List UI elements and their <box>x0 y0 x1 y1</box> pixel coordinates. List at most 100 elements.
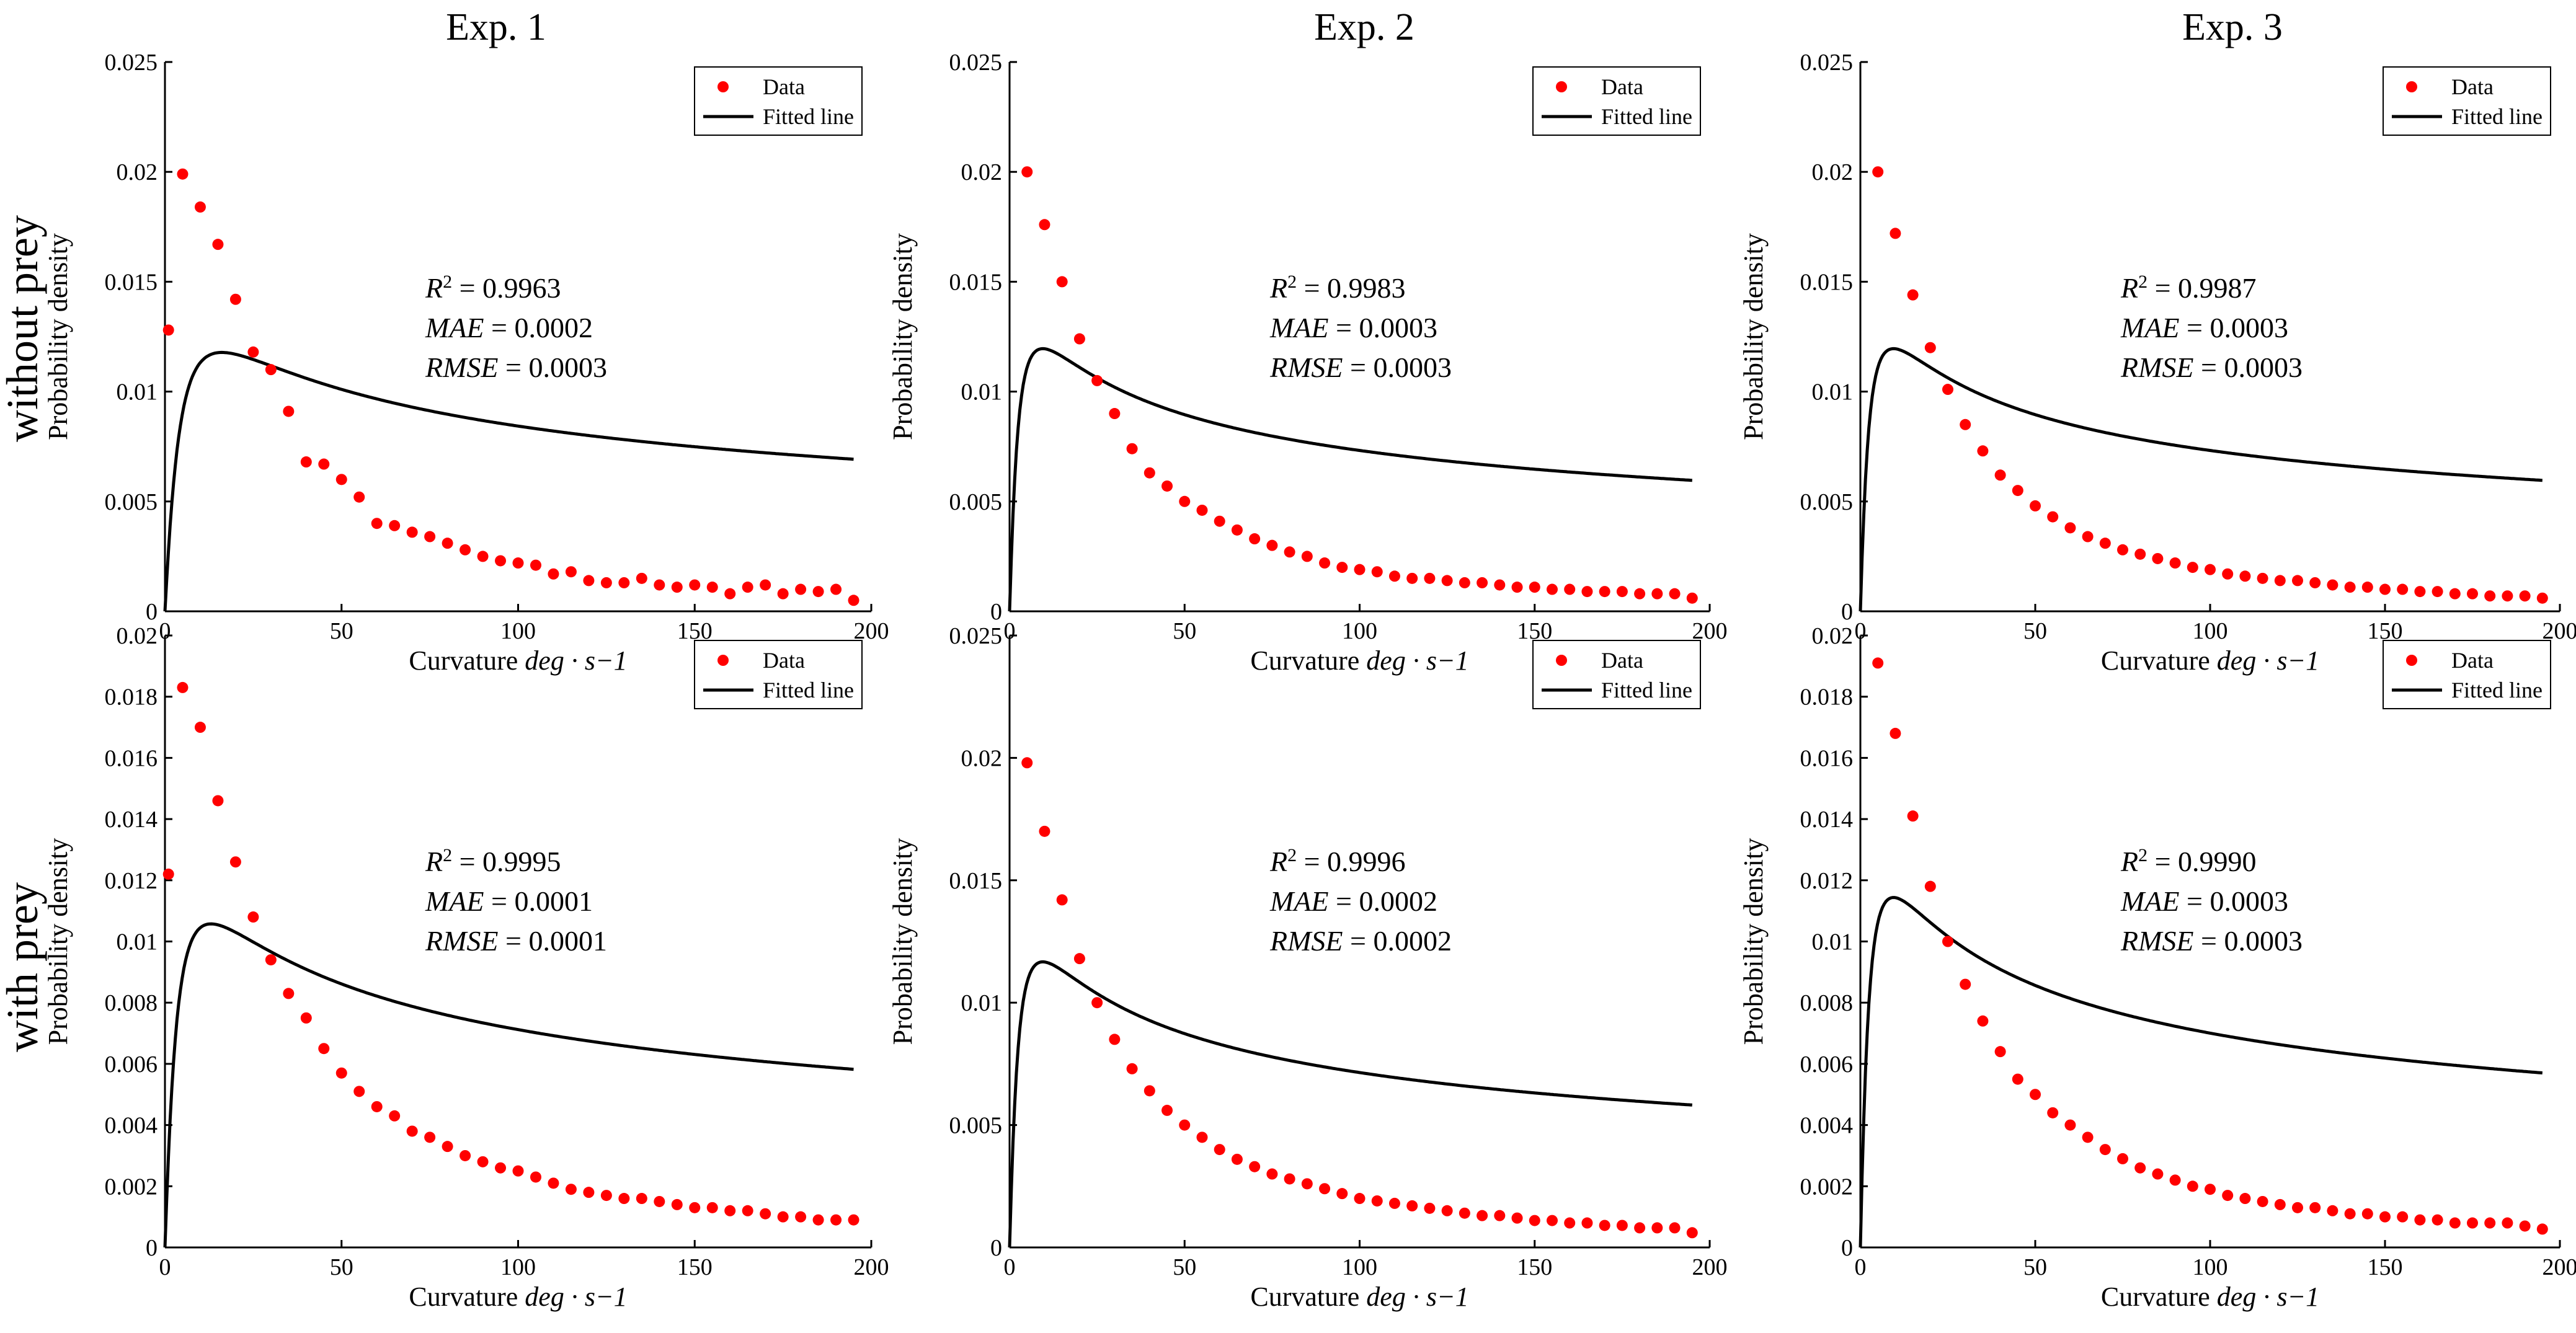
data-point <box>2257 1195 2268 1207</box>
data-point <box>742 1205 753 1216</box>
data-point <box>318 1043 330 1055</box>
rmse-annotation: RMSE = 0.0003 <box>1269 352 1452 383</box>
data-point <box>2117 544 2128 556</box>
data-point <box>477 551 489 562</box>
data-point <box>2344 1208 2356 1220</box>
data-point <box>424 531 436 542</box>
rmse-symbol: RMSE <box>2120 925 2194 957</box>
y-tick-label: 0.01 <box>1812 929 1854 955</box>
data-point <box>1564 583 1576 595</box>
mae-annotation: MAE = 0.0001 <box>425 885 593 917</box>
y-tick-label: 0.012 <box>105 868 158 894</box>
data-point <box>2012 485 2023 497</box>
chart-panel-2: 0 50 100 150 20000.0050.010.0150.020.025Curv… <box>887 50 1728 676</box>
data-point <box>1336 1188 1348 1200</box>
data-point <box>1179 495 1191 507</box>
data-point <box>1073 953 1085 965</box>
r-squared-annotation: R2 = 0.9995 <box>425 845 561 877</box>
legend-box <box>1532 66 1701 136</box>
data-point <box>353 1086 365 1097</box>
fitted-line <box>1008 960 1692 1248</box>
data-point <box>1231 1153 1243 1165</box>
data-point <box>1581 586 1593 598</box>
data-point <box>2257 572 2268 584</box>
data-point <box>2064 522 2076 534</box>
r-squared-exponent: 2 <box>443 845 452 866</box>
data-point <box>229 293 241 305</box>
r-squared-symbol: R <box>425 272 443 304</box>
data-point <box>812 1214 824 1226</box>
data-point <box>2134 1162 2146 1174</box>
data-point <box>706 1202 718 1213</box>
data-point <box>1686 592 1698 604</box>
chart-panel-4: 0 50 100 150 200 0 0.002 0.004 0.006 0.008 0.01 0.0… <box>43 623 889 1312</box>
data-point <box>795 583 807 595</box>
data-point <box>724 1205 736 1216</box>
x-tick-label: 50 <box>330 1254 353 1280</box>
data-point <box>2099 538 2111 549</box>
data-point <box>371 1100 383 1112</box>
data-point <box>548 1177 559 1189</box>
data-point <box>495 1162 507 1174</box>
y-tick-label: 0.014 <box>1800 807 1854 833</box>
row-title-with-prey: with prey <box>0 882 47 1052</box>
data-point <box>1319 557 1331 569</box>
y-axis-title: Probability density <box>43 838 73 1045</box>
data-point <box>1319 1183 1331 1195</box>
x-axis-units: deg · s−1 <box>1366 645 1468 676</box>
data-point <box>812 586 824 598</box>
data-point <box>1942 936 1953 947</box>
data-point <box>565 566 577 578</box>
data-point <box>283 405 295 417</box>
x-axis-title: Curvature deg · s−1 <box>1250 1282 1468 1312</box>
x-tick-label: 150 <box>2368 1254 2403 1280</box>
data-point <box>2361 1208 2373 1220</box>
data-point <box>247 346 259 358</box>
r-squared-value: = 0.9983 <box>1297 272 1405 304</box>
r-squared-value: = 0.9995 <box>452 846 561 877</box>
x-axis-title: Curvature deg · s−1 <box>409 645 627 676</box>
data-point <box>760 1208 771 1220</box>
y-tick-label: 0.004 <box>1800 1113 1854 1139</box>
y-tick-label: 0.008 <box>105 990 158 1016</box>
x-axis-title-text: Curvature <box>2101 645 2217 676</box>
data-point <box>460 544 471 556</box>
mae-symbol: MAE <box>2120 885 2180 917</box>
mae-value: = 0.0003 <box>2180 312 2288 343</box>
data-point <box>1371 1195 1383 1207</box>
legend-data-label: Data <box>763 74 805 99</box>
data-point <box>353 491 365 503</box>
y-tick-label: 0.02 <box>1812 623 1854 649</box>
data-point <box>2519 590 2531 602</box>
data-point <box>618 577 630 588</box>
data-point <box>1599 1220 1610 1231</box>
data-point <box>1266 1168 1278 1180</box>
data-point <box>2397 1211 2409 1223</box>
y-tick-label: 0.01 <box>117 379 158 405</box>
data-point <box>724 588 736 600</box>
data-point <box>1511 582 1523 593</box>
rmse-value: = 0.0001 <box>499 925 607 957</box>
r-squared-annotation: R2 = 0.9963 <box>425 272 561 304</box>
data-point <box>1406 1200 1418 1211</box>
legend-fit-label: Fitted line <box>1601 104 1692 129</box>
y-tick-label: 0.005 <box>949 1113 1003 1139</box>
rmse-value: = 0.0003 <box>499 352 607 383</box>
data-point <box>1599 586 1610 598</box>
r-squared-exponent: 2 <box>2138 272 2147 292</box>
legend-box <box>694 66 863 136</box>
data-point <box>512 1165 524 1177</box>
mae-annotation: MAE = 0.0003 <box>2120 885 2288 917</box>
data-point <box>2467 588 2478 600</box>
data-point <box>1494 1210 1506 1221</box>
y-tick-label: 0.006 <box>1800 1052 1854 1078</box>
data-point <box>1872 166 1884 178</box>
data-point <box>1424 1202 1436 1214</box>
x-tick-label: 100 <box>1342 1254 1377 1280</box>
panels: 0 50 100 150 20000.0050.010.0150.020.025Curv… <box>43 50 2576 1312</box>
x-tick-label: 50 <box>330 618 353 644</box>
data-point <box>1091 997 1103 1009</box>
data-point <box>671 582 683 593</box>
x-axis-title-text: Curvature <box>1250 1282 1366 1312</box>
x-axis-title-text: Curvature <box>1250 645 1366 676</box>
